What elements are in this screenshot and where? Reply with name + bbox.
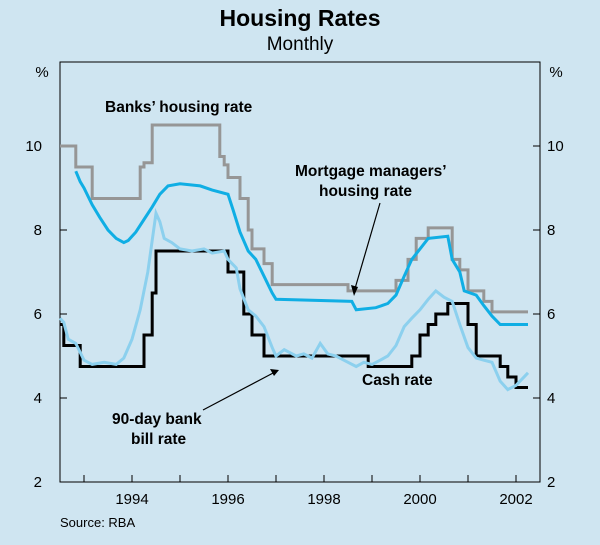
mortgage-rate-label-line2: housing rate — [319, 183, 412, 200]
y-tick-label-right: 8 — [547, 222, 555, 239]
y-unit-right: % — [549, 64, 562, 81]
x-tick-label: 1994 — [115, 491, 148, 508]
series-line-banks-housing-rate — [60, 123, 528, 314]
x-tick-label: 2002 — [499, 491, 532, 508]
y-tick-label-left: 2 — [34, 474, 42, 491]
bill-rate-label-line2: bill rate — [131, 431, 187, 448]
y-tick-label-left: 4 — [34, 390, 42, 407]
source-note: Source: RBA — [60, 515, 135, 530]
chart-title: Housing Rates — [219, 5, 380, 31]
y-tick-label-right: 4 — [547, 390, 555, 407]
x-tick-label: 2000 — [403, 491, 436, 508]
mortgage-rate-label-line1: Mortgage managers’ — [295, 163, 447, 180]
series-line-cash-rate — [60, 249, 528, 389]
chart-subtitle: Monthly — [267, 34, 334, 55]
y-tick-label-left: 8 — [34, 222, 42, 239]
cash-rate-label: Cash rate — [362, 372, 433, 389]
series-line-mortgage-managers-housing-rate — [74, 170, 528, 326]
y-tick-label-left: 6 — [34, 306, 42, 323]
y-tick-label-right: 2 — [547, 474, 555, 491]
x-tick-label: 1998 — [307, 491, 340, 508]
y-tick-label-left: 10 — [25, 138, 42, 155]
x-tick-label: 1996 — [211, 491, 244, 508]
series-line-90-day-bank-bill-rate — [58, 207, 530, 392]
y-tick-label-right: 6 — [547, 306, 555, 323]
series-layer — [58, 123, 530, 392]
bill-pointer-arrowhead — [270, 369, 279, 376]
x-tick-labels: 1994 1996 1998 2000 2002 — [115, 491, 532, 508]
bill-rate-label-line1: 90-day bank — [112, 411, 202, 428]
bill-pointer-arrow — [202, 371, 276, 411]
y-unit-left: % — [35, 64, 48, 81]
banks-rate-label: Banks’ housing rate — [105, 99, 253, 116]
mortgage-pointer-arrow — [353, 202, 381, 293]
y-tick-labels: 2 2 4 4 6 6 8 8 10 10 — [25, 138, 563, 491]
y-tick-label-right: 10 — [547, 138, 564, 155]
mortgage-pointer-arrowhead — [351, 285, 358, 296]
